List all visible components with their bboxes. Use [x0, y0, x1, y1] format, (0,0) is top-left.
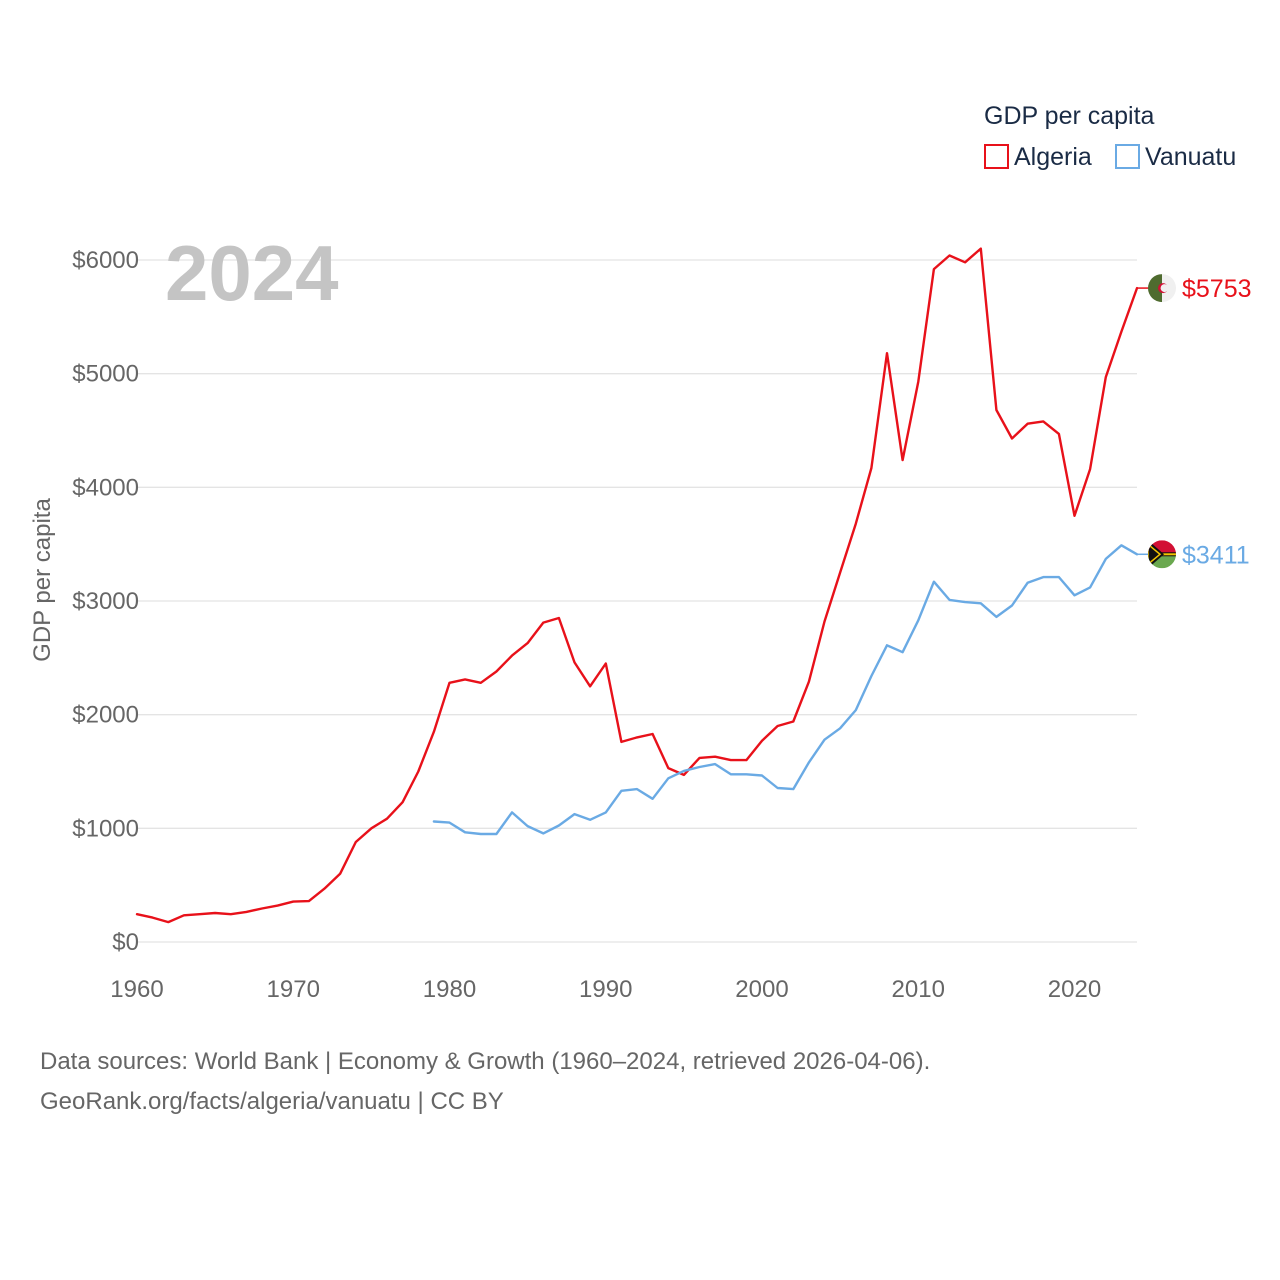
x-tick-label: 2020 [1048, 976, 1101, 1003]
y-axis: $0 $1000 $2000 $3000 $4000 $5000 $6000 [72, 247, 139, 956]
series-line-algeria [135, 247, 1139, 924]
y-tick-label: $6000 [72, 247, 139, 274]
legend-swatch-algeria[interactable] [984, 144, 1009, 169]
gdp-line-chart: $0 $1000 $2000 $3000 $4000 $5000 $6000 1960 197… [29, 102, 1252, 1003]
y-tick-label: $1000 [72, 815, 139, 842]
y-tick-label: $3000 [72, 588, 139, 615]
x-tick-label: 1980 [423, 976, 476, 1003]
series-line-vanuatu [432, 544, 1139, 836]
y-tick-label: $0 [112, 929, 139, 956]
source-note: Data sources: World Bank | Economy & Gro… [40, 1042, 930, 1122]
legend-swatch-vanuatu[interactable] [1115, 144, 1140, 169]
legend-title: GDP per capita [984, 102, 1155, 130]
y-axis-title: GDP per capita [29, 498, 56, 662]
x-axis: 1960 1970 1980 1990 2000 2010 2020 [110, 976, 1101, 1003]
x-tick-label: 1990 [579, 976, 632, 1003]
y-tick-label: $2000 [72, 702, 139, 729]
legend-label-algeria[interactable]: Algeria [1014, 143, 1092, 171]
x-tick-label: 1970 [267, 976, 320, 1003]
vanuatu-flag-icon [1148, 540, 1176, 569]
gridlines [137, 259, 1137, 943]
vanuatu-end-marker: $3411 [1137, 540, 1250, 569]
license-line: GeoRank.org/facts/algeria/vanuatu | CC B… [40, 1088, 504, 1115]
algeria-flag-icon [1148, 274, 1176, 303]
algeria-end-marker: $5753 [1137, 274, 1252, 303]
vanuatu-end-value: $3411 [1182, 541, 1250, 569]
series-layer [135, 247, 1139, 924]
legend: GDP per capita Algeria Vanuatu [984, 102, 1236, 171]
x-tick-label: 2000 [735, 976, 788, 1003]
x-tick-label: 1960 [110, 976, 163, 1003]
year-label: 2024 [165, 229, 339, 317]
y-tick-label: $5000 [72, 361, 139, 388]
y-tick-label: $4000 [72, 474, 139, 501]
x-tick-label: 2010 [892, 976, 945, 1003]
legend-label-vanuatu[interactable]: Vanuatu [1145, 143, 1236, 171]
algeria-end-value: $5753 [1182, 275, 1252, 303]
source-line: Data sources: World Bank | Economy & Gro… [40, 1048, 931, 1075]
